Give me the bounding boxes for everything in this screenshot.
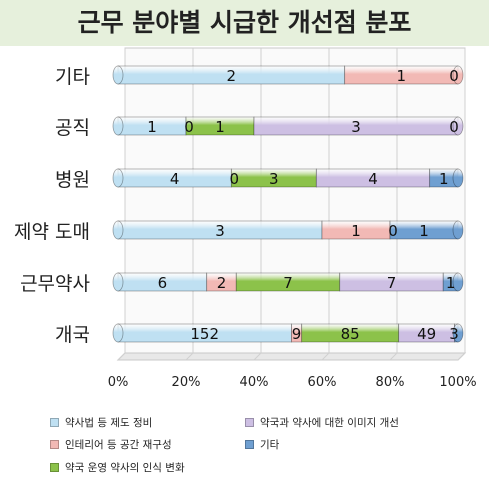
bar-start-cap — [112, 220, 124, 240]
x-tick-label: 100% — [439, 375, 476, 390]
legend-item: 인테리어 등 공간 재구성 — [50, 437, 172, 452]
bar-end-cap — [452, 272, 464, 292]
legend-swatch — [245, 418, 254, 427]
gridline-floor — [253, 352, 262, 361]
gridline-floor — [117, 352, 126, 361]
bar-end-cap — [452, 168, 464, 188]
category-label: 제약 도매 — [14, 221, 90, 243]
data-label: 152 — [190, 325, 219, 343]
data-label: 1 — [439, 170, 449, 188]
legend-item: 기타 — [245, 437, 279, 452]
category-label: 근무약사 — [20, 273, 90, 295]
gridline-floor — [389, 352, 398, 361]
chart-title: 근무 분야별 시급한 개선점 분포 — [77, 8, 412, 37]
data-label: 1 — [419, 222, 429, 240]
bar-start-cap — [112, 116, 124, 136]
x-tick-label: 60% — [308, 375, 337, 390]
category-label: 공직 — [55, 117, 90, 139]
data-label: 6 — [158, 274, 168, 292]
bar-start-cap — [112, 272, 124, 292]
bar-end-cap — [452, 116, 464, 136]
legend-label: 약국 운영 약사의 인식 변화 — [65, 462, 185, 474]
bar-chart: 0% 20% 40% 60% 80% 100% 기타 2 1 0 공직 1 0 1 3 0 병원 4 0 3 4 1 제약 … — [14, 47, 477, 390]
bar-start-cap — [112, 168, 124, 188]
data-label: 3 — [351, 118, 361, 136]
data-label: 2 — [217, 274, 227, 292]
title-bar — [0, 0, 489, 46]
legend-swatch — [50, 418, 59, 427]
legend-label: 약사법 등 제도 정비 — [65, 417, 153, 429]
bar-start-cap — [112, 323, 124, 343]
data-label: 3 — [449, 325, 459, 343]
data-label: 7 — [283, 274, 293, 292]
data-label: 3 — [215, 222, 225, 240]
plot-back-wall — [116, 47, 466, 361]
legend-swatch — [50, 440, 59, 449]
bar-start-cap — [112, 65, 124, 85]
data-label: 0 — [184, 118, 194, 136]
legend-item: 약사법 등 제도 정비 — [50, 415, 152, 430]
bar-end-cap — [452, 220, 464, 240]
data-label: 0 — [449, 67, 459, 85]
data-label: 0 — [388, 222, 398, 240]
legend-item: 약국과 약사에 대한 이미지 개선 — [245, 415, 399, 430]
data-label: 4 — [368, 170, 378, 188]
gridline-floor — [185, 352, 194, 361]
legend-label: 인테리어 등 공간 재구성 — [65, 439, 172, 451]
data-label: 1 — [147, 118, 157, 136]
bar-segment — [230, 168, 317, 188]
x-tick-label: 80% — [376, 375, 405, 390]
legend-swatch — [245, 440, 254, 449]
legend-item: 약국 운영 약사의 인식 변화 — [50, 460, 185, 475]
data-label: 9 — [292, 325, 302, 343]
data-label: 1 — [397, 67, 407, 85]
category-label: 개국 — [55, 324, 90, 346]
gridline-floor — [321, 352, 330, 361]
data-label: 3 — [269, 170, 279, 188]
x-tick-label: 40% — [240, 375, 269, 390]
data-label: 1 — [215, 118, 225, 136]
data-label: 4 — [170, 170, 180, 188]
legend-label: 약국과 약사에 대한 이미지 개선 — [260, 417, 399, 429]
data-label: 7 — [387, 274, 397, 292]
category-label: 병원 — [55, 169, 90, 191]
gridline-floor — [457, 352, 466, 361]
x-tick-label: 0% — [108, 375, 129, 390]
legend-label: 기타 — [260, 439, 280, 451]
bar-end-cap — [452, 65, 464, 85]
category-label: 기타 — [55, 66, 90, 88]
data-label: 0 — [449, 118, 459, 136]
plot-floor — [116, 352, 467, 361]
data-label: 1 — [446, 274, 456, 292]
data-label: 2 — [227, 67, 237, 85]
data-label: 1 — [351, 222, 361, 240]
x-tick-label: 20% — [172, 375, 201, 390]
data-label: 49 — [417, 325, 436, 343]
data-label: 0 — [230, 170, 240, 188]
legend-swatch — [50, 463, 59, 472]
bar-end-cap — [452, 323, 464, 343]
data-label: 85 — [341, 325, 360, 343]
